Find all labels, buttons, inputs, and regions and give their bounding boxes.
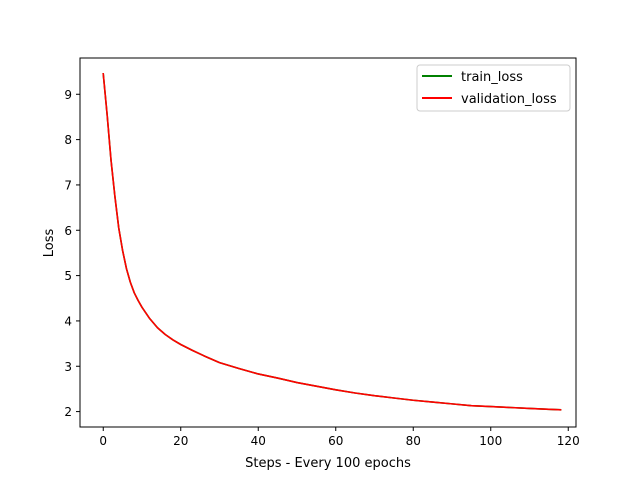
y-tick-label: 7 — [64, 178, 72, 192]
series-layer — [102, 72, 562, 411]
legend-label-validation-loss: validation_loss — [461, 92, 557, 107]
y-ticks: 2 3 4 5 6 7 8 9 — [64, 88, 80, 419]
x-ticks: 0 20 40 60 80 100 120 — [99, 427, 580, 448]
legend-box — [416, 64, 571, 112]
y-tick-label: 6 — [64, 224, 72, 238]
x-tick-label: 80 — [406, 434, 421, 448]
legend-label-train-loss: train_loss — [461, 70, 523, 85]
x-tick-label: 40 — [251, 434, 266, 448]
y-tick-label: 9 — [64, 88, 72, 102]
y-tick-label: 8 — [64, 133, 72, 147]
y-tick-label: 2 — [64, 405, 72, 419]
y-tick-label: 5 — [64, 269, 72, 283]
x-tick-label: 20 — [173, 434, 188, 448]
x-tick-label: 0 — [99, 434, 107, 448]
y-tick-label: 4 — [64, 314, 72, 328]
y-axis-label: Loss — [42, 229, 57, 258]
x-tick-label: 60 — [328, 434, 343, 448]
x-tick-label: 100 — [479, 434, 502, 448]
legend: train_loss validation_loss — [416, 64, 571, 112]
x-axis-label: Steps - Every 100 epochs — [245, 456, 411, 471]
y-tick-label: 3 — [64, 360, 72, 374]
series-line-train-loss — [102, 72, 562, 411]
plot-frame — [79, 57, 577, 428]
x-tick-label: 120 — [557, 434, 580, 448]
series-line-validation-loss — [102, 72, 562, 411]
